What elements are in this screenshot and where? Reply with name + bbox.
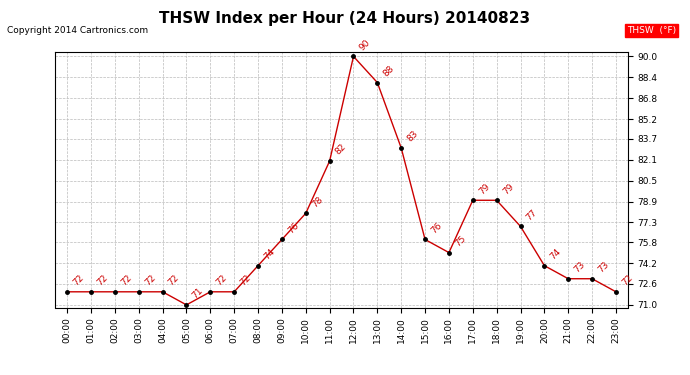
Text: 73: 73 bbox=[596, 260, 611, 274]
Text: 72: 72 bbox=[71, 273, 86, 288]
Text: 73: 73 bbox=[573, 260, 587, 274]
Text: 76: 76 bbox=[286, 221, 301, 236]
Text: 88: 88 bbox=[382, 64, 396, 78]
Text: 72: 72 bbox=[167, 273, 181, 288]
Text: THSW Index per Hour (24 Hours) 20140823: THSW Index per Hour (24 Hours) 20140823 bbox=[159, 11, 531, 26]
Text: 82: 82 bbox=[334, 142, 348, 157]
Text: 72: 72 bbox=[215, 273, 229, 288]
Text: 76: 76 bbox=[429, 221, 444, 236]
Text: 72: 72 bbox=[119, 273, 133, 288]
Text: 72: 72 bbox=[620, 273, 635, 288]
Text: 74: 74 bbox=[549, 247, 563, 261]
Text: THSW  (°F): THSW (°F) bbox=[627, 26, 676, 35]
Text: 79: 79 bbox=[477, 182, 491, 196]
Text: 90: 90 bbox=[357, 38, 372, 52]
Text: 74: 74 bbox=[262, 247, 277, 261]
Text: 77: 77 bbox=[524, 208, 539, 222]
Text: 75: 75 bbox=[453, 234, 468, 248]
Text: 79: 79 bbox=[501, 182, 515, 196]
Text: 83: 83 bbox=[405, 129, 420, 144]
Text: Copyright 2014 Cartronics.com: Copyright 2014 Cartronics.com bbox=[7, 26, 148, 35]
Text: 71: 71 bbox=[190, 286, 205, 301]
Text: 72: 72 bbox=[143, 273, 157, 288]
Text: 78: 78 bbox=[310, 195, 324, 209]
Text: 72: 72 bbox=[238, 273, 253, 288]
Text: 72: 72 bbox=[95, 273, 110, 288]
